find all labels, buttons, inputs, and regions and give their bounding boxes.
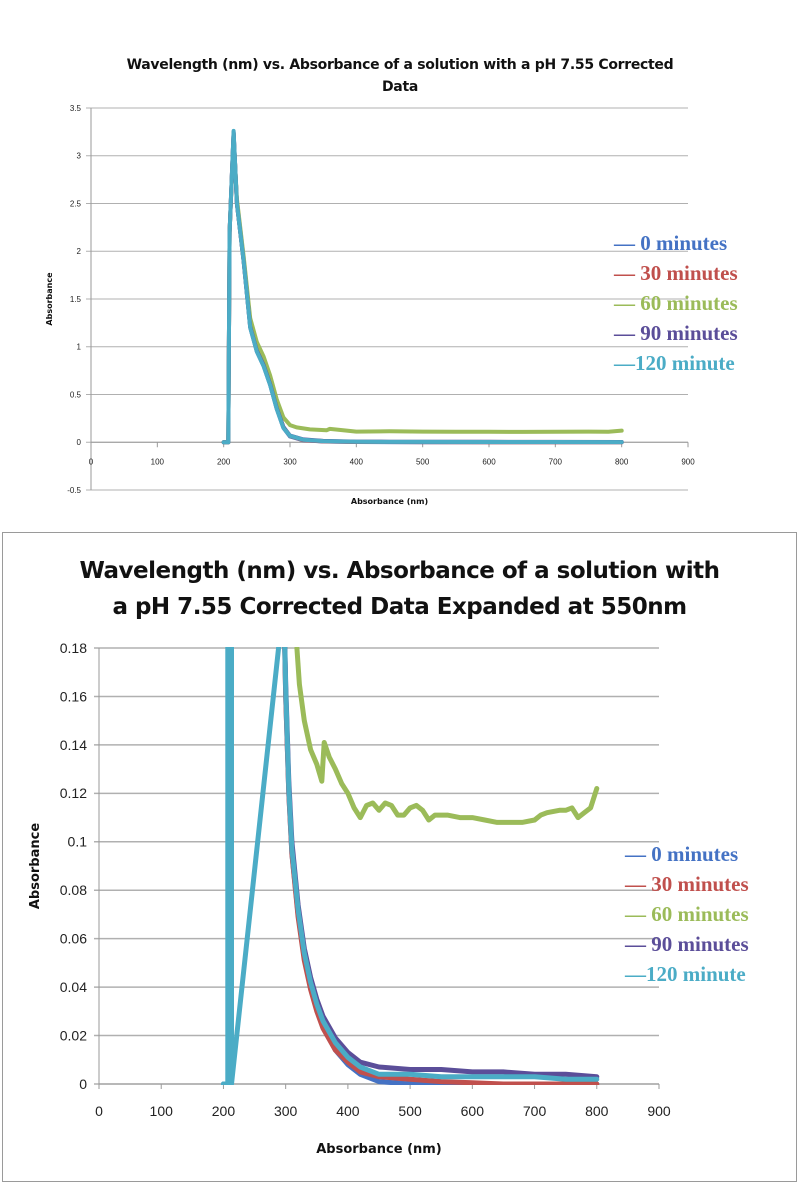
chart-title-line-1: Wavelength (nm) vs. Absorbance of a solu…	[79, 558, 720, 584]
x-tick-label: 400	[350, 457, 364, 466]
y-tick-label: 3	[77, 152, 82, 161]
x-tick-label: 0	[95, 1103, 103, 1119]
series-line-120-minute	[221, 128, 624, 445]
y-tick-label: 2.5	[70, 199, 82, 208]
x-tick-label: 100	[150, 1103, 174, 1119]
legend-item-90-minutes: — 90 minutes	[625, 932, 749, 956]
y-tick-label: 3.5	[70, 104, 82, 113]
plot-area: 0 0.02 0.04 0.06 0.08 0.1 0.12 0.14 0.16 0.18 0 100…	[28, 640, 671, 1157]
y-tick-label: 1.5	[70, 295, 82, 304]
x-tick-label: 800	[615, 457, 629, 466]
series-line-30-minutes	[221, 130, 624, 445]
y-tick-label: 0.06	[60, 931, 87, 947]
y-tick-label: 0.08	[60, 882, 87, 898]
y-axis-title: Absorbance	[28, 823, 43, 909]
y-tick-label: 0.04	[60, 979, 87, 995]
x-tick-label: 900	[647, 1103, 671, 1119]
legend-item-120-minute: —120 minute	[625, 962, 746, 986]
series-line-0-minutes	[221, 129, 624, 445]
plot-area: -0.5 0 0.5 1 1.5 2 2.5 3 3.5 0 100 200 300 400 500 600 7…	[45, 104, 695, 506]
y-tick-label: 0.1	[68, 834, 88, 850]
legend: — 0 minutes — 30 minutes — 60 minutes — …	[614, 228, 738, 378]
series-line-90-minutes	[221, 130, 624, 445]
x-tick-label: 700	[523, 1103, 547, 1119]
x-tick-label: 900	[681, 457, 695, 466]
chart-title: Wavelength (nm) vs. Absorbance of a solu…	[0, 54, 800, 98]
y-tick-label: 0	[77, 438, 82, 447]
x-tick-label: 800	[585, 1103, 609, 1119]
x-tick-label: 300	[274, 1103, 298, 1119]
chart-title-line-2: a pH 7.55 Corrected Data Expanded at 550…	[112, 594, 687, 620]
series-line-90-minutes	[282, 647, 600, 1080]
chart-title-line-1: Wavelength (nm) vs. Absorbance of a solu…	[126, 57, 674, 73]
legend-item-120-minute: —120 minute	[614, 351, 735, 375]
x-tick-label: 100	[151, 457, 165, 466]
x-tick-label: 0	[89, 457, 94, 466]
x-tick-label: 600	[461, 1103, 485, 1119]
series-line-120-minute	[220, 647, 600, 1085]
series-line-60-minutes	[294, 647, 600, 825]
chart-ph755-full: Wavelength (nm) vs. Absorbance of a solu…	[0, 0, 800, 520]
legend-item-30-minutes: — 30 minutes	[614, 261, 738, 285]
y-tick-label: 1	[77, 343, 82, 352]
y-tick-label: 0.16	[60, 688, 87, 704]
legend: — 0 minutes — 30 minutes — 60 minutes — …	[625, 839, 749, 989]
y-tick-label: 0	[79, 1076, 87, 1092]
x-tick-label: 300	[283, 457, 297, 466]
x-tick-label: 600	[482, 457, 496, 466]
chart-ph755-expanded: Wavelength (nm) vs. Absorbance of a solu…	[2, 532, 797, 1182]
legend-item-30-minutes: — 30 minutes	[625, 872, 749, 896]
legend-item-60-minutes: — 60 minutes	[614, 291, 738, 315]
y-tick-label: -0.5	[67, 486, 81, 495]
x-tick-label: 400	[336, 1103, 360, 1119]
y-tick-label: 0.18	[60, 640, 87, 656]
y-tick-label: 0.02	[60, 1027, 87, 1043]
x-tick-label: 200	[217, 457, 231, 466]
x-tick-label: 500	[416, 457, 430, 466]
x-tick-label: 700	[549, 457, 563, 466]
y-tick-label: 0.14	[60, 737, 87, 753]
x-tick-label: 500	[398, 1103, 422, 1119]
y-tick-label: 0.12	[60, 785, 87, 801]
x-axis-title: Absorbance (nm)	[316, 1142, 442, 1157]
x-tick-label: 200	[212, 1103, 236, 1119]
series-line-60-minutes	[221, 134, 624, 445]
legend-item-0-minutes: — 0 minutes	[625, 842, 739, 866]
y-tick-label: 2	[77, 247, 82, 256]
chart-title: Wavelength (nm) vs. Absorbance of a solu…	[3, 553, 796, 625]
legend-item-90-minutes: — 90 minutes	[614, 321, 738, 345]
y-tick-label: 0.5	[70, 390, 82, 399]
legend-item-60-minutes: — 60 minutes	[625, 902, 749, 926]
y-axis-title: Absorbance	[45, 272, 54, 326]
x-axis-title: Absorbance (nm)	[351, 497, 428, 506]
chart-title-line-2: Data	[381, 79, 418, 95]
legend-item-0-minutes: — 0 minutes	[614, 231, 728, 255]
